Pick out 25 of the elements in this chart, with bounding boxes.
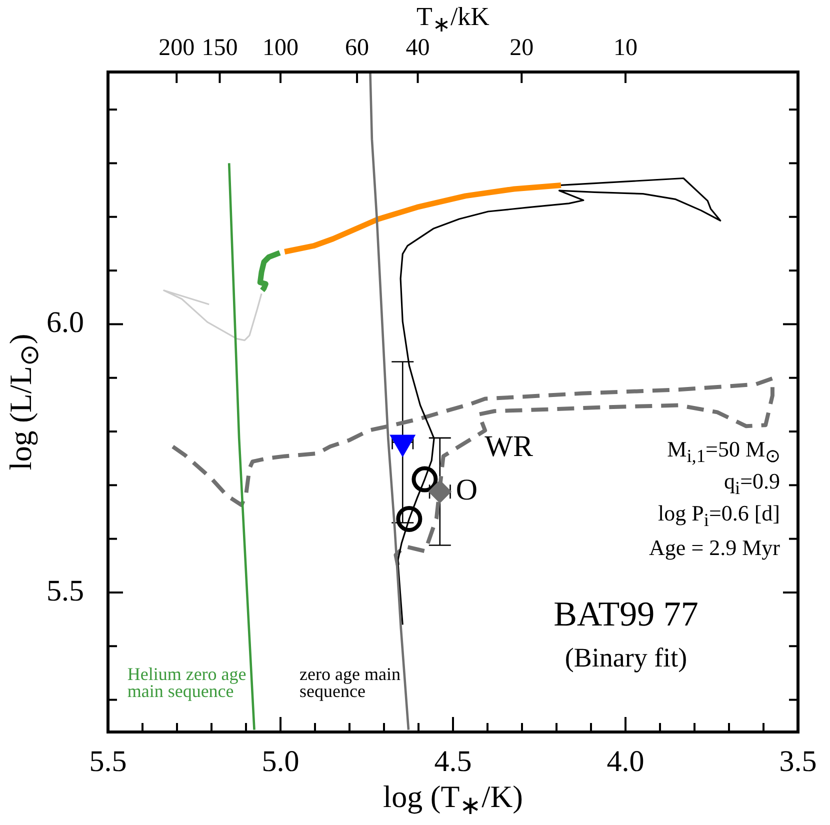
x-axis-title: log (T$_{∗}$/K) — [383, 778, 523, 820]
annotation: WR — [484, 430, 533, 464]
series-label: Helium zero age main sequence — [127, 664, 246, 701]
annotation: M$_{i,1}$=50 M$_{⊙}$ — [667, 436, 780, 466]
x-tick-label: 3.5 — [779, 744, 817, 778]
annotation: O — [456, 473, 478, 506]
x2-axis-title: T$_{∗}$/kK — [416, 2, 490, 36]
annotation: q$_{i}$=0.9 — [724, 468, 780, 498]
annotation: Age = 2.9 Myr — [649, 535, 780, 560]
x2-tick-label: 20 — [510, 34, 534, 61]
x-tick-label: 5.0 — [262, 744, 300, 778]
y-tick-label: 6.0 — [46, 306, 84, 340]
x2-tick-label: 10 — [613, 34, 638, 61]
x2-tick-label: 150 — [202, 34, 238, 61]
x2-tick-label: 60 — [345, 34, 370, 61]
x2-tick-label: 40 — [406, 34, 430, 61]
series-label: zero age main sequence — [300, 664, 401, 701]
x2-tick-label: 200 — [158, 34, 195, 61]
x-tick-label: 4.5 — [434, 744, 472, 778]
annotation: BAT99 77 — [554, 594, 698, 634]
x2-tick-label: 100 — [262, 34, 298, 61]
annotation: log P$_{i}$=0.6 [d] — [658, 500, 780, 530]
x-tick-label: 5.5 — [89, 744, 127, 778]
x-tick-label: 4.0 — [606, 744, 644, 778]
annotation: (Binary fit) — [564, 642, 688, 672]
